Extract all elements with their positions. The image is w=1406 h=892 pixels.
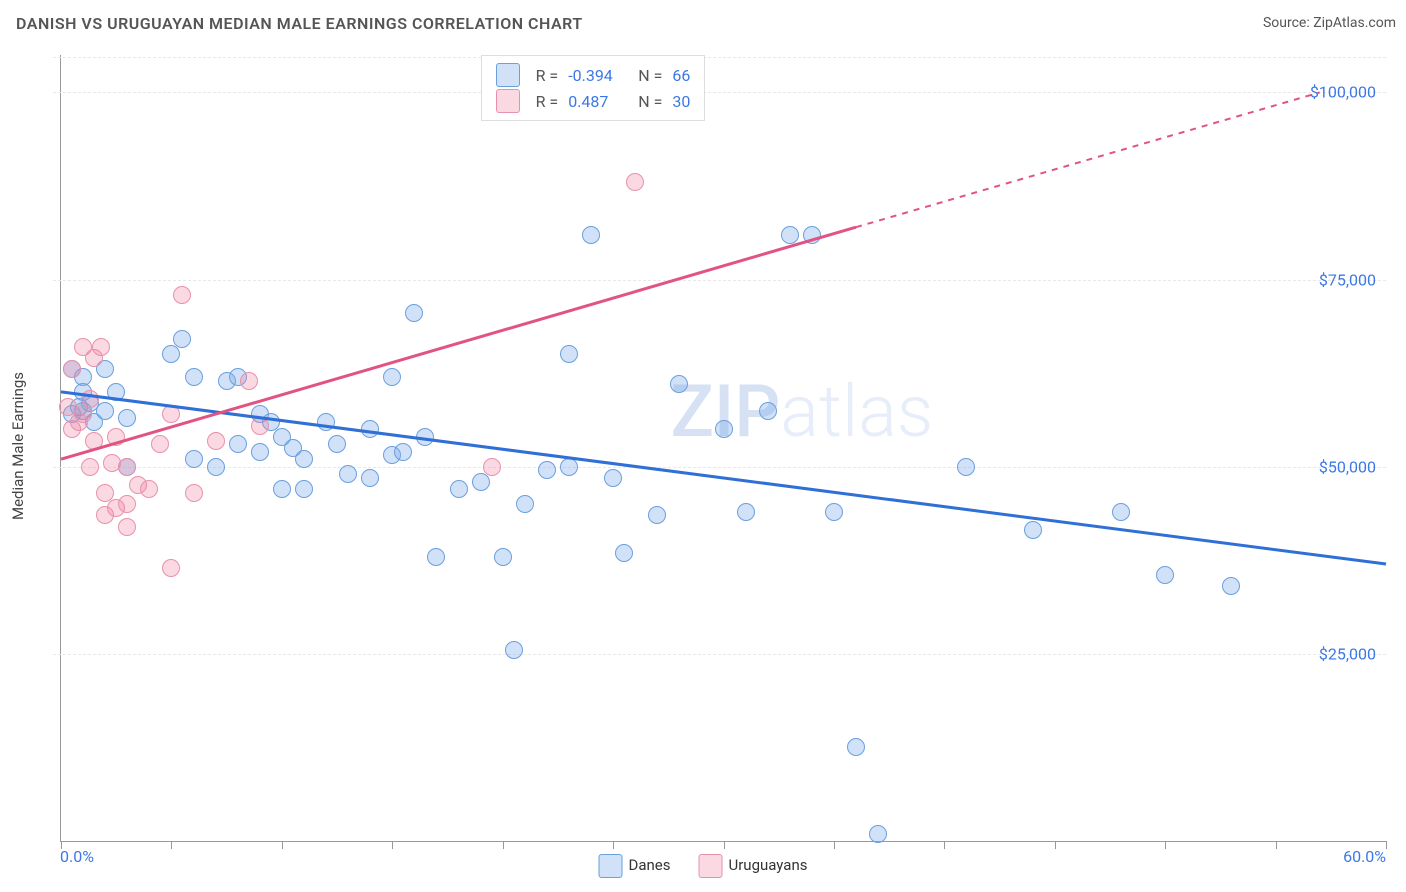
scatter-plot: ZIPatlas $25,000$50,000$75,000$100,000R … — [60, 55, 1386, 842]
x-tick — [171, 841, 172, 849]
x-tick — [1055, 841, 1056, 849]
legend-swatch — [599, 854, 623, 878]
x-tick — [503, 841, 504, 849]
regression-line — [61, 392, 1386, 564]
chart-title: DANISH VS URUGUAYAN MEDIAN MALE EARNINGS… — [16, 14, 583, 33]
r-label: R = — [536, 66, 559, 85]
x-tick — [282, 841, 283, 849]
x-tick — [834, 841, 835, 849]
r-label: R = — [536, 92, 559, 111]
legend-item: Danes — [599, 854, 671, 878]
x-tick — [1165, 841, 1166, 849]
n-value: 66 — [672, 66, 690, 85]
r-value: 0.487 — [568, 92, 628, 111]
correlation-stats-box: R = -0.394 N = 66 R = 0.487 N = 30 — [481, 55, 706, 121]
legend-swatch — [496, 89, 520, 113]
x-axis-max-label: 60.0% — [1343, 847, 1386, 866]
legend-label: Uruguayans — [728, 856, 807, 874]
x-tick — [724, 841, 725, 849]
regression-line — [61, 227, 856, 459]
y-axis-label: Median Male Earnings — [9, 372, 27, 520]
legend-item: Uruguayans — [698, 854, 807, 878]
n-label: N = — [638, 92, 662, 111]
legend-swatch — [698, 854, 722, 878]
x-tick — [1386, 841, 1387, 849]
r-value: -0.394 — [568, 66, 628, 85]
legend: Danes Uruguayans — [599, 854, 808, 878]
x-tick — [944, 841, 945, 849]
x-tick — [613, 841, 614, 849]
x-tick — [1276, 841, 1277, 849]
n-value: 30 — [672, 92, 690, 111]
x-axis-min-label: 0.0% — [60, 847, 94, 866]
n-label: N = — [638, 66, 662, 85]
regression-line-extrapolated — [856, 92, 1320, 227]
legend-swatch — [496, 63, 520, 87]
x-tick — [392, 841, 393, 849]
source-attribution: Source: ZipAtlas.com — [1263, 15, 1396, 31]
legend-label: Danes — [629, 856, 671, 874]
